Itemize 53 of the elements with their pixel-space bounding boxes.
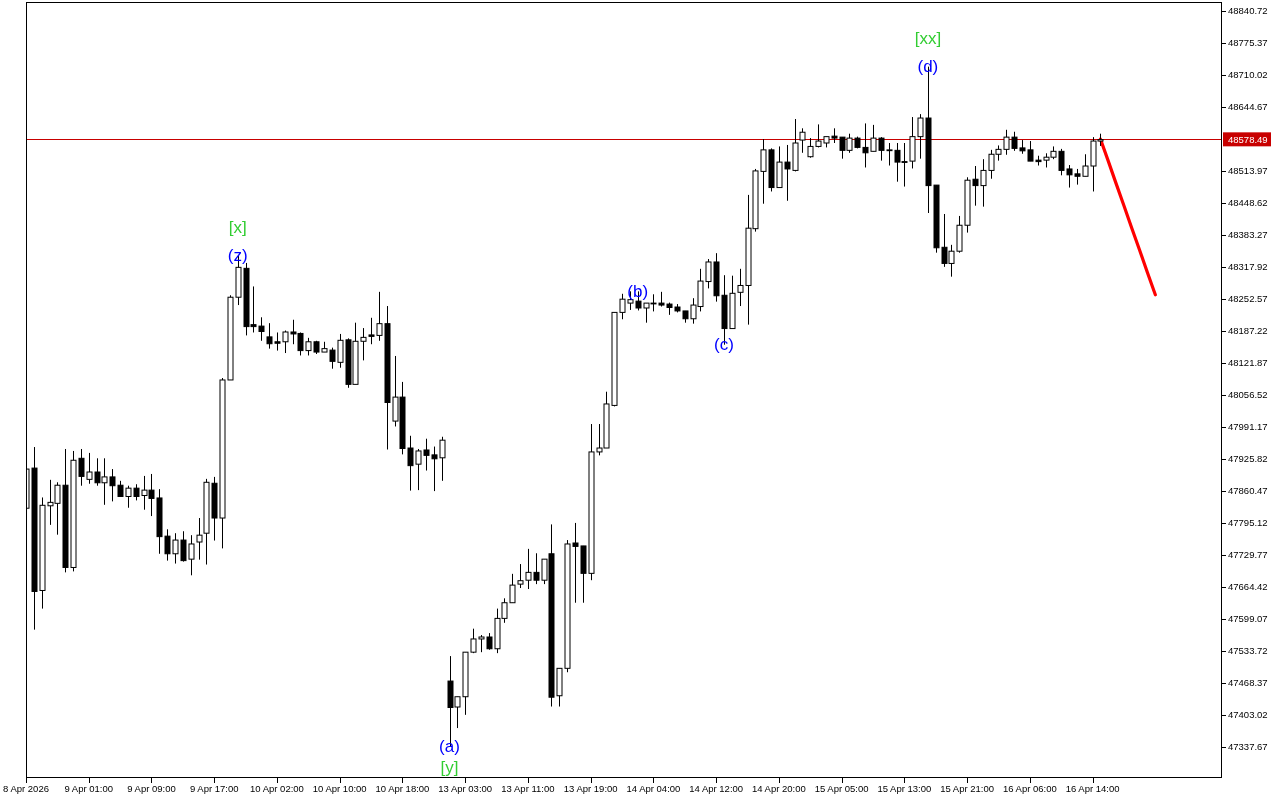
x-tick-label: 14 Apr 04:00 xyxy=(626,783,681,794)
x-tick-label: 10 Apr 18:00 xyxy=(375,783,430,794)
x-tick-label: 13 Apr 03:00 xyxy=(438,783,493,794)
y-tick-label: 48317.92 xyxy=(1228,261,1268,273)
x-tick-label: 16 Apr 14:00 xyxy=(1065,783,1120,794)
y-tick-label: 47468.37 xyxy=(1228,677,1268,689)
y-tick-label: 47664.42 xyxy=(1228,581,1268,593)
annotation: (c) xyxy=(714,335,734,355)
x-tick-label: 9 Apr 01:00 xyxy=(64,783,114,794)
annotation: [x] xyxy=(228,217,247,237)
x-tick-label: 13 Apr 19:00 xyxy=(563,783,618,794)
y-tick-label: 48187.22 xyxy=(1228,325,1268,337)
x-tick-label: 9 Apr 09:00 xyxy=(127,783,176,794)
y-tick-label: 47991.17 xyxy=(1228,421,1268,433)
y-tick-label: 47860.47 xyxy=(1228,485,1268,497)
y-tick-label: 48448.62 xyxy=(1228,197,1268,209)
annotation: (b) xyxy=(627,281,649,301)
y-tick-label: 47599.07 xyxy=(1228,613,1268,625)
y-tick-label: 48056.52 xyxy=(1228,389,1268,401)
annotation: [y] xyxy=(440,758,459,777)
x-tick-label: 9 Apr 17:00 xyxy=(189,783,239,794)
candlestick xyxy=(196,517,203,561)
x-tick-label: 15 Apr 21:00 xyxy=(940,783,995,794)
annotation: [xx] xyxy=(914,29,942,49)
line-series xyxy=(1098,137,1157,297)
x-tick-label: 14 Apr 12:00 xyxy=(689,783,744,794)
x-tick-label: 10 Apr 02:00 xyxy=(250,783,304,794)
x-tick-label: 14 Apr 20:00 xyxy=(751,783,806,794)
y-tick-label: 48775.37 xyxy=(1228,37,1268,49)
annotation: (z) xyxy=(227,245,248,265)
y-tick-label: 47533.72 xyxy=(1228,645,1268,657)
x-tick-label: 8 Apr 2026 xyxy=(3,783,49,794)
y-tick-label: 48644.67 xyxy=(1228,101,1268,113)
y-tick-label: 47729.77 xyxy=(1228,549,1268,561)
y-tick-label: 48840.72 xyxy=(1228,5,1268,17)
x-tick-label: 10 Apr 10:00 xyxy=(312,783,367,794)
x-tick-label: 15 Apr 05:00 xyxy=(814,783,869,794)
annotation: (a) xyxy=(439,737,460,757)
y-tick-label: 47925.82 xyxy=(1228,453,1268,465)
x-tick-label: 15 Apr 13:00 xyxy=(877,783,932,794)
ref-line-label: 48578.49 xyxy=(1228,133,1268,145)
y-tick-label: 47403.02 xyxy=(1228,709,1268,721)
y-tick-label: 48513.97 xyxy=(1228,165,1268,177)
x-tick-label: 13 Apr 11:00 xyxy=(501,783,555,794)
y-tick-label: 47795.12 xyxy=(1228,517,1268,529)
annotation: (d) xyxy=(917,57,939,77)
y-tick-label: 48121.87 xyxy=(1228,357,1268,369)
y-tick-label: 48710.02 xyxy=(1228,69,1268,81)
y-tick-label: 48383.27 xyxy=(1228,229,1268,241)
y-tick-label: 47337.67 xyxy=(1228,741,1268,753)
y-tick-label: 48252.57 xyxy=(1228,293,1268,305)
candlestick xyxy=(799,127,806,154)
x-tick-label: 16 Apr 06:00 xyxy=(1002,783,1057,794)
